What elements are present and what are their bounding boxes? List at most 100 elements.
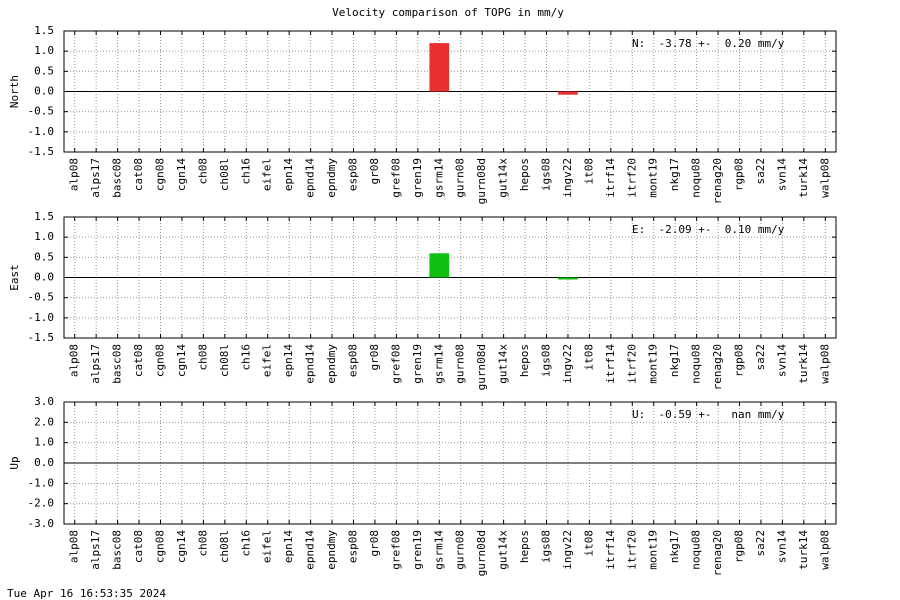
- y-tick-label: -2.0: [28, 497, 55, 510]
- x-tick-label: epnd14: [304, 344, 317, 384]
- x-tick-label: esp08: [347, 158, 360, 191]
- x-tick-label: gurn08: [454, 158, 467, 198]
- y-tick-label: -1.0: [28, 125, 55, 138]
- x-tick-label: basc08: [111, 530, 124, 570]
- plot-frame: [63, 216, 837, 339]
- x-tick-label: gren19: [411, 158, 424, 198]
- x-tick-label: renag20: [711, 158, 724, 204]
- x-tick-label: ingv22: [561, 158, 574, 198]
- annotation: U: -0.59 +- nan mm/y: [632, 408, 785, 421]
- y-tick-label: 0.0: [34, 271, 54, 284]
- x-tick-label: hepos: [518, 530, 531, 563]
- x-tick-label: walp08: [818, 344, 831, 384]
- x-tick-label: gut14x: [497, 530, 510, 570]
- y-tick-label: 0.5: [34, 64, 54, 77]
- x-tick-label: cgn14: [175, 158, 188, 191]
- x-tick-label: alp08: [68, 344, 81, 377]
- y-tick-label: 3.0: [34, 395, 54, 408]
- x-tick-label: gurn08d: [475, 344, 488, 390]
- x-tick-label: cgn14: [175, 530, 188, 563]
- x-tick-label: cgn08: [154, 530, 167, 563]
- y-tick-label: 0.5: [34, 250, 54, 263]
- y-axis-label: East: [8, 264, 21, 291]
- x-tick-label: it08: [582, 344, 595, 371]
- x-tick-label: eifel: [261, 530, 274, 563]
- x-tick-label: hepos: [518, 344, 531, 377]
- x-tick-label: cat08: [132, 530, 145, 563]
- x-tick-label: it08: [582, 158, 595, 185]
- x-tick-label: epnd14: [304, 530, 317, 570]
- y-axis-label: Up: [8, 456, 21, 469]
- x-tick-label: alps17: [89, 344, 102, 384]
- y-tick-label: -3.0: [28, 517, 55, 530]
- x-tick-label: itrf20: [625, 344, 638, 384]
- x-tick-label: walp08: [818, 530, 831, 570]
- x-tick-label: ch16: [239, 530, 252, 557]
- x-tick-label: gren19: [411, 530, 424, 570]
- x-tick-label: esp08: [347, 530, 360, 563]
- x-tick-label: cgn14: [175, 344, 188, 377]
- x-tick-label: epndmy: [325, 344, 338, 384]
- x-tick-label: epn14: [282, 158, 295, 191]
- x-tick-label: gref08: [389, 344, 402, 384]
- x-tick-label: igs08: [540, 158, 553, 191]
- x-tick-label: renag20: [711, 344, 724, 390]
- y-tick-label: 2.0: [34, 415, 54, 428]
- x-tick-label: alp08: [68, 530, 81, 563]
- bar: [429, 253, 450, 278]
- x-tick-label: cat08: [132, 344, 145, 377]
- x-tick-label: gr08: [368, 158, 381, 185]
- x-tick-label: igs08: [540, 530, 553, 563]
- x-tick-label: gsrm14: [432, 344, 445, 384]
- x-tick-label: ch08l: [218, 344, 231, 377]
- x-tick-label: mont19: [647, 344, 660, 384]
- x-tick-label: svn14: [775, 344, 788, 377]
- x-tick-label: ingv22: [561, 344, 574, 384]
- x-tick-label: gr08: [368, 530, 381, 557]
- x-tick-label: epndmy: [325, 530, 338, 570]
- x-tick-label: sa22: [754, 530, 767, 557]
- x-tick-label: epn14: [282, 344, 295, 377]
- y-tick-label: -1.5: [28, 145, 55, 158]
- x-tick-label: itrf14: [604, 344, 617, 384]
- y-tick-label: -1.0: [28, 476, 55, 489]
- annotation: N: -3.78 +- 0.20 mm/y: [632, 37, 785, 50]
- x-tick-label: itrf20: [625, 158, 638, 198]
- x-tick-label: it08: [582, 530, 595, 557]
- x-tick-label: gsrm14: [432, 530, 445, 570]
- x-tick-label: alps17: [89, 158, 102, 198]
- y-tick-label: 1.0: [34, 44, 54, 57]
- y-tick-label: 1.0: [34, 230, 54, 243]
- x-tick-label: walp08: [818, 158, 831, 198]
- x-tick-label: rgp08: [733, 530, 746, 563]
- x-tick-label: sa22: [754, 344, 767, 371]
- y-tick-label: 1.5: [34, 24, 54, 37]
- x-tick-label: eifel: [261, 344, 274, 377]
- x-tick-label: noqu08: [690, 530, 703, 570]
- y-tick-label: 1.0: [34, 436, 54, 449]
- bar: [558, 91, 578, 95]
- annotation: E: -2.09 +- 0.10 mm/y: [632, 223, 785, 236]
- x-tick-label: basc08: [111, 344, 124, 384]
- plot-frame: [63, 30, 837, 153]
- y-tick-label: -1.5: [28, 331, 55, 344]
- x-tick-label: gurn08: [454, 530, 467, 570]
- x-tick-label: cgn08: [154, 158, 167, 191]
- x-tick-label: cat08: [132, 158, 145, 191]
- x-tick-label: sa22: [754, 158, 767, 185]
- x-tick-label: gref08: [389, 158, 402, 198]
- x-tick-label: noqu08: [690, 158, 703, 198]
- y-tick-label: -0.5: [28, 291, 55, 304]
- x-tick-label: nkg17: [668, 344, 681, 377]
- x-tick-label: ch08: [196, 530, 209, 557]
- x-tick-label: igs08: [540, 344, 553, 377]
- x-tick-label: itrf14: [604, 530, 617, 570]
- x-tick-label: epn14: [282, 530, 295, 563]
- footer-timestamp: Tue Apr 16 16:53:35 2024: [7, 587, 166, 600]
- x-tick-label: turk14: [797, 530, 810, 570]
- bar: [429, 43, 450, 92]
- chart-title: Velocity comparison of TOPG in mm/y: [332, 6, 564, 19]
- x-tick-label: gurn08d: [475, 530, 488, 576]
- x-tick-label: epnd14: [304, 158, 317, 198]
